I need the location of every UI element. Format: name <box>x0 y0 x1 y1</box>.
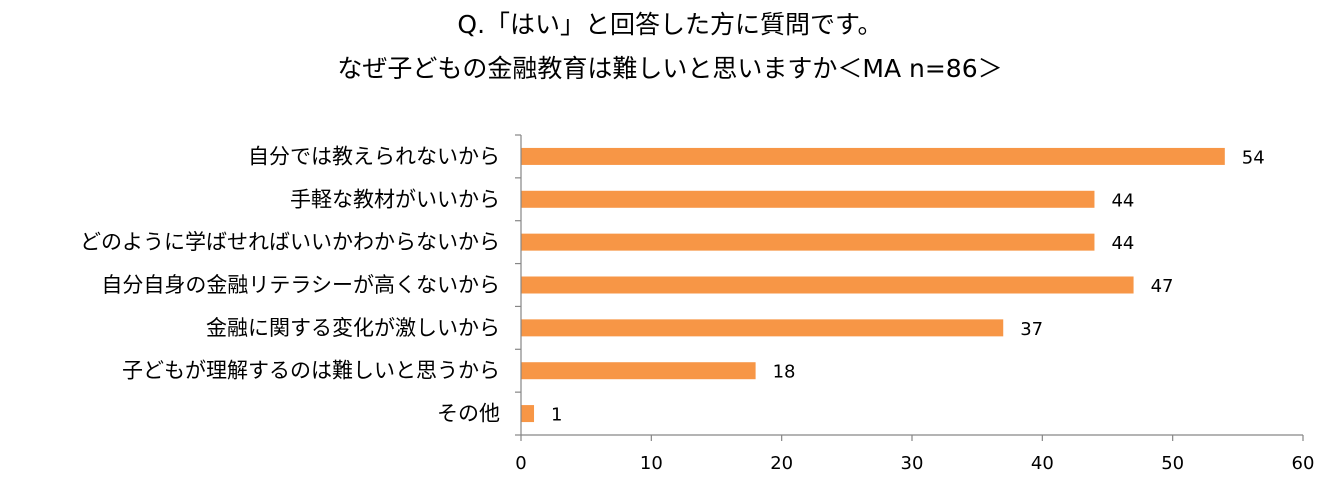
category-label: 自分自身の金融リテラシーが高くないから <box>101 273 500 297</box>
bar <box>521 147 1225 165</box>
data-label: 1 <box>551 405 562 426</box>
labels-layer: 自分では教えられないから 54 手軽な教材がいいから 44 どのように学ばせればいいかわ… <box>80 144 1314 474</box>
bar <box>521 319 1004 337</box>
x-tick-label: 50 <box>1161 453 1184 474</box>
data-label: 54 <box>1242 147 1265 168</box>
data-label: 18 <box>773 362 796 383</box>
category-label: どのように学ばせればいいかわからないから <box>80 230 500 254</box>
x-tick-label: 30 <box>901 453 924 474</box>
category-label: 金融に関する変化が激しいから <box>206 316 500 340</box>
x-tick-label: 20 <box>770 453 793 474</box>
category-label: 手軽な教材がいいから <box>290 187 500 211</box>
chart-title-line-1: Q.「はい」と回答した方に質問です。 <box>457 10 883 39</box>
category-label: 自分では教えられないから <box>248 144 500 168</box>
category-label: 子どもが理解するのは難しいと思うから <box>122 359 500 383</box>
x-tick-label: 40 <box>1031 453 1054 474</box>
bar <box>521 276 1134 294</box>
bars-layer <box>521 147 1225 423</box>
x-tick-label: 10 <box>640 453 663 474</box>
chart-title-line-2: なぜ子どもの金融教育は難しいと思いますか＜MA n=86＞ <box>337 54 1003 83</box>
data-label: 37 <box>1020 319 1043 340</box>
bar <box>521 190 1095 208</box>
x-tick-label: 0 <box>515 453 526 474</box>
category-label: その他 <box>437 402 500 426</box>
x-tick-label: 60 <box>1292 453 1315 474</box>
data-label: 44 <box>1111 233 1134 254</box>
axis-layer <box>515 134 1304 441</box>
data-label: 44 <box>1111 190 1134 211</box>
bar <box>521 362 756 380</box>
data-label: 47 <box>1151 276 1174 297</box>
bar <box>521 405 535 423</box>
bar <box>521 233 1095 251</box>
